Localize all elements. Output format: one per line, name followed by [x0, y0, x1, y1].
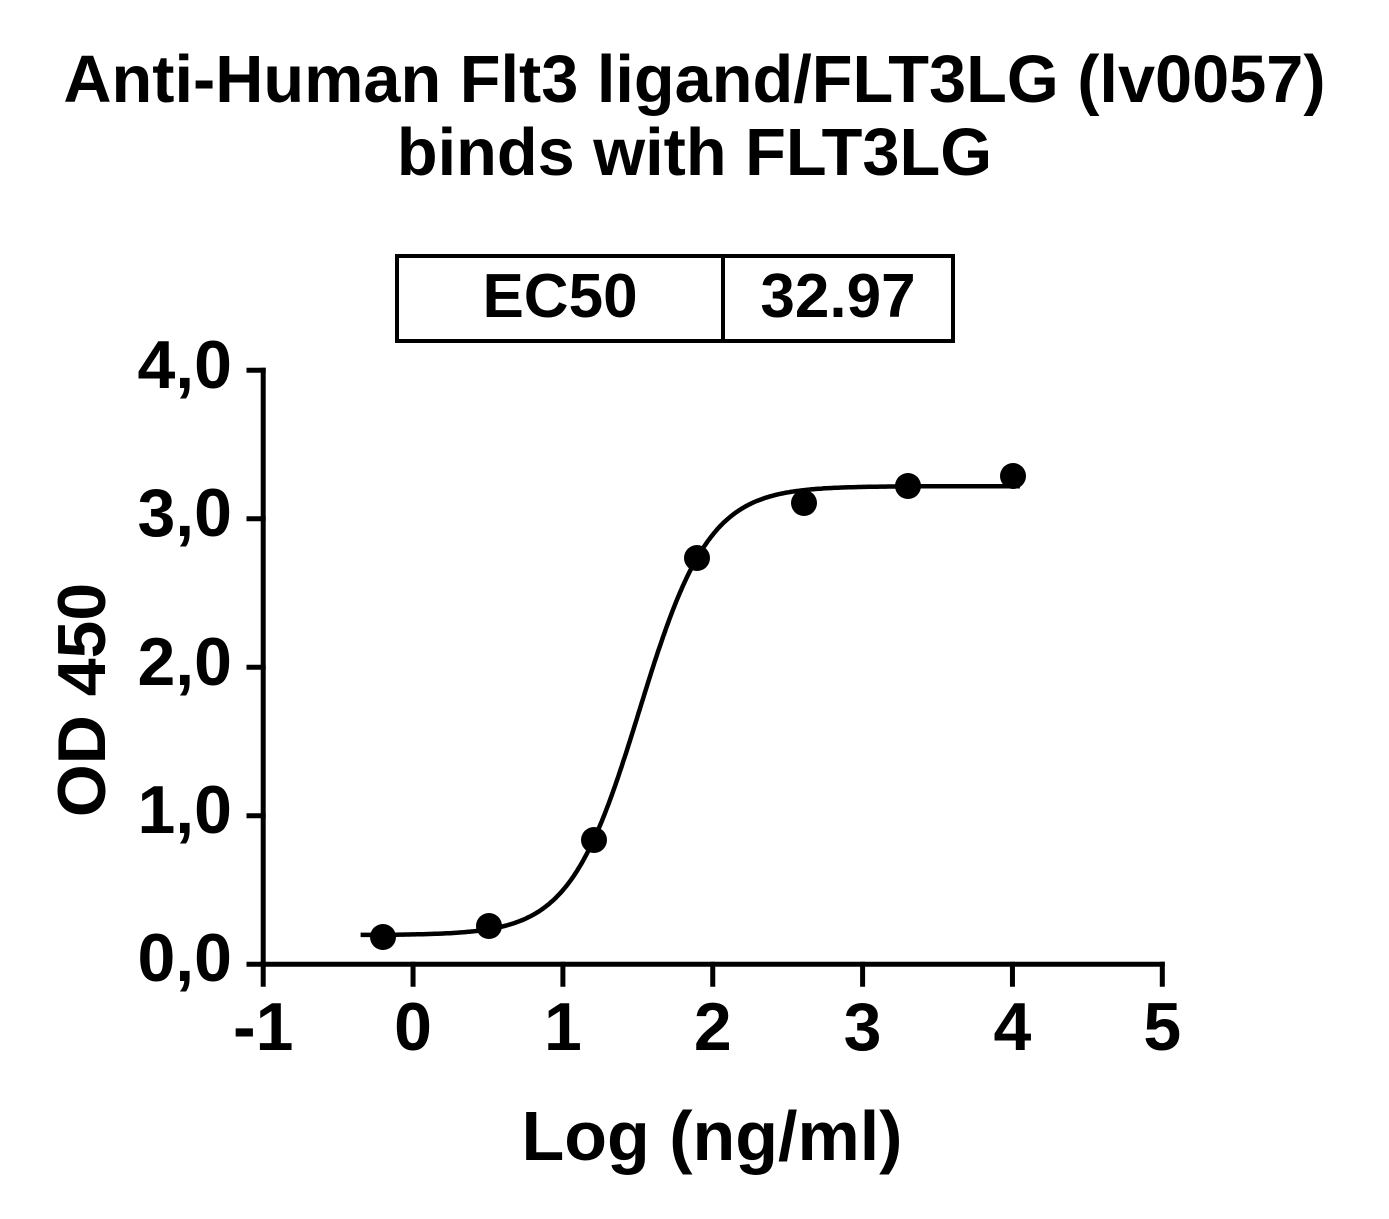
svg-text:OD 450: OD 450: [44, 583, 120, 817]
svg-text:4,0: 4,0: [137, 327, 232, 403]
svg-text:2: 2: [694, 989, 732, 1065]
svg-text:3: 3: [844, 989, 882, 1065]
svg-text:Log (ng/ml): Log (ng/ml): [521, 1097, 902, 1175]
svg-text:1,0: 1,0: [137, 772, 232, 848]
svg-text:-1: -1: [233, 989, 293, 1065]
svg-text:0: 0: [394, 989, 432, 1065]
svg-text:3,0: 3,0: [137, 475, 232, 551]
svg-text:4: 4: [994, 989, 1032, 1065]
svg-text:1: 1: [544, 989, 582, 1065]
svg-text:5: 5: [1143, 989, 1181, 1065]
svg-text:0,0: 0,0: [137, 920, 232, 996]
svg-text:2,0: 2,0: [137, 624, 232, 700]
